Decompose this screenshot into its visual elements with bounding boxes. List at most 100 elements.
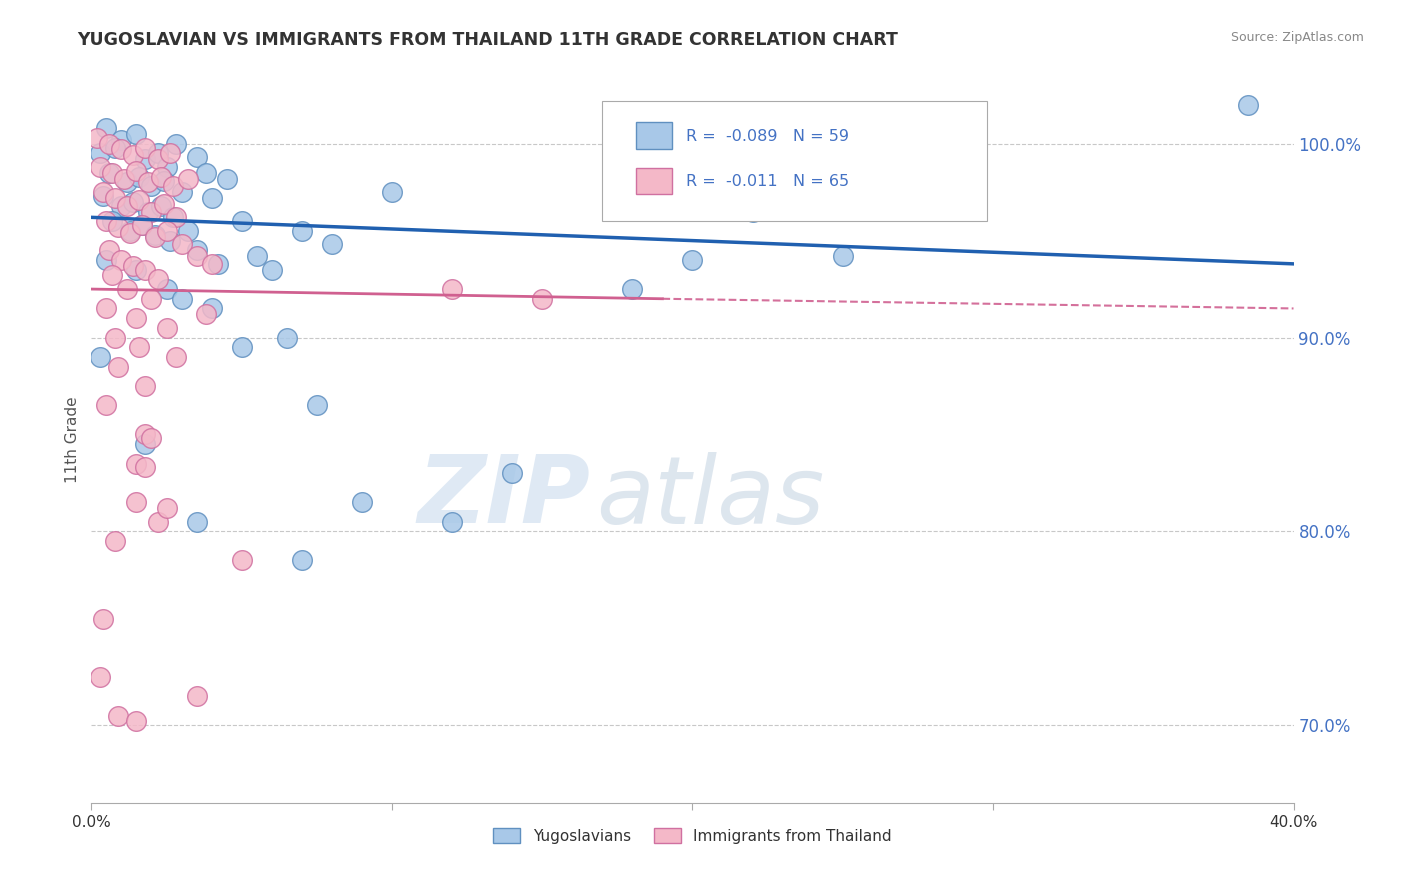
Point	[96, 301, 118, 316]
Point	[143, 227, 166, 242]
Point	[186, 244, 208, 258]
Point	[531, 292, 554, 306]
Point	[89, 350, 111, 364]
Point	[141, 431, 163, 445]
Point	[101, 166, 124, 180]
Point	[125, 262, 148, 277]
Bar	[636, 122, 672, 149]
Point	[125, 457, 148, 471]
Point	[149, 199, 172, 213]
Point	[89, 160, 111, 174]
Point	[831, 249, 853, 263]
Point	[176, 171, 198, 186]
Point	[170, 292, 193, 306]
Point	[501, 467, 523, 481]
Point	[141, 204, 163, 219]
Point	[110, 143, 132, 157]
Text: Source: ZipAtlas.com: Source: ZipAtlas.com	[1230, 31, 1364, 45]
Point	[125, 495, 148, 509]
Point	[381, 185, 404, 199]
Point	[152, 196, 174, 211]
Point	[122, 259, 145, 273]
Point	[131, 218, 153, 232]
Point	[86, 131, 108, 145]
Point	[291, 553, 314, 567]
Point	[152, 173, 174, 187]
Point	[215, 171, 238, 186]
Point	[321, 237, 343, 252]
Point	[131, 218, 153, 232]
Y-axis label: 11th Grade: 11th Grade	[65, 396, 80, 483]
Point	[143, 229, 166, 244]
Point	[101, 268, 124, 283]
Point	[138, 176, 160, 190]
Point	[146, 152, 169, 166]
Point	[96, 252, 118, 267]
Point	[104, 534, 127, 549]
Point	[141, 292, 163, 306]
Point	[201, 301, 224, 316]
Point	[93, 612, 115, 626]
Text: ZIP: ZIP	[418, 451, 591, 543]
Point	[165, 211, 187, 225]
Point	[170, 237, 193, 252]
Point	[231, 214, 253, 228]
Point	[741, 204, 763, 219]
Point	[107, 220, 129, 235]
Point	[98, 166, 121, 180]
Point	[276, 330, 298, 344]
Point	[186, 150, 208, 164]
Point	[134, 427, 156, 442]
Point	[128, 169, 150, 184]
Point	[155, 224, 177, 238]
Point	[201, 257, 224, 271]
Point	[134, 379, 156, 393]
Point	[155, 282, 177, 296]
Text: YUGOSLAVIAN VS IMMIGRANTS FROM THAILAND 11TH GRADE CORRELATION CHART: YUGOSLAVIAN VS IMMIGRANTS FROM THAILAND …	[77, 31, 898, 49]
Point	[122, 148, 145, 162]
Point	[125, 311, 148, 326]
Point	[162, 179, 184, 194]
Point	[207, 257, 229, 271]
Point	[128, 340, 150, 354]
Point	[120, 224, 142, 238]
Point	[159, 234, 181, 248]
Point	[114, 171, 136, 186]
FancyBboxPatch shape	[602, 102, 987, 221]
Point	[110, 199, 132, 213]
Point	[125, 127, 148, 141]
Point	[155, 501, 177, 516]
Point	[441, 515, 464, 529]
Point	[96, 121, 118, 136]
Point	[149, 169, 172, 184]
Point	[101, 214, 124, 228]
Point	[186, 689, 208, 703]
Point	[104, 330, 127, 344]
Text: atlas: atlas	[596, 452, 824, 543]
Point	[122, 194, 145, 209]
Point	[93, 185, 115, 199]
Bar	[636, 169, 672, 194]
Point	[1237, 98, 1260, 112]
Point	[194, 307, 217, 321]
Point	[159, 146, 181, 161]
Point	[176, 224, 198, 238]
Point	[305, 398, 328, 412]
Point	[96, 214, 118, 228]
Point	[104, 191, 127, 205]
Point	[117, 176, 139, 190]
Point	[141, 179, 163, 194]
Text: R =  -0.089   N = 59: R = -0.089 N = 59	[686, 128, 849, 144]
Point	[104, 140, 127, 154]
Point	[155, 321, 177, 335]
Point	[170, 185, 193, 199]
Point	[146, 515, 169, 529]
Point	[134, 262, 156, 277]
Point	[98, 244, 121, 258]
Point	[350, 495, 373, 509]
Point	[96, 398, 118, 412]
Legend: Yugoslavians, Immigrants from Thailand: Yugoslavians, Immigrants from Thailand	[486, 822, 898, 850]
Point	[155, 160, 177, 174]
Point	[125, 714, 148, 729]
Point	[110, 252, 132, 267]
